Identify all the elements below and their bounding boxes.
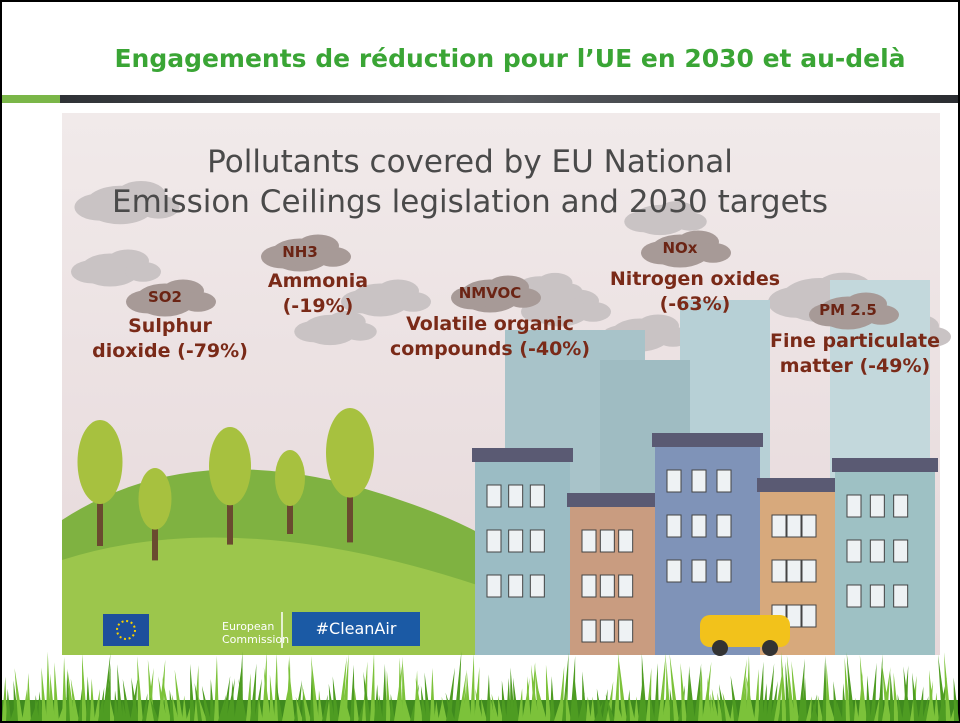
- cloud-puff: [575, 302, 611, 322]
- window: [787, 560, 801, 582]
- window: [582, 620, 596, 642]
- window: [509, 530, 523, 552]
- pollutant-label: dioxide (-79%): [92, 340, 248, 362]
- window: [894, 585, 908, 607]
- slide: Engagements de réduction pour l’UE en 20…: [0, 0, 960, 723]
- pollutant-label: compounds (-40%): [390, 338, 590, 360]
- page: Engagements de réduction pour l’UE en 20…: [0, 0, 960, 723]
- pollutant-label: Ammonia: [268, 270, 368, 292]
- pollutant-code: SO2: [148, 288, 182, 306]
- hashtag: #CleanAir: [316, 619, 397, 638]
- window: [619, 575, 633, 597]
- window: [509, 485, 523, 507]
- window: [772, 560, 786, 582]
- tree-crown: [209, 427, 251, 505]
- window: [894, 495, 908, 517]
- window: [717, 515, 731, 537]
- window: [847, 585, 861, 607]
- infographic-title: Emission Ceilings legislation and 2030 t…: [112, 184, 828, 220]
- pollutant-label: (-63%): [660, 293, 731, 315]
- cloud-puff: [315, 247, 351, 267]
- cloud-puff: [294, 321, 333, 342]
- window: [600, 620, 614, 642]
- window: [487, 485, 501, 507]
- cloud-puff: [180, 292, 216, 312]
- infographic-title: Pollutants covered by EU National: [207, 144, 733, 180]
- window: [692, 470, 706, 492]
- window: [530, 575, 544, 597]
- dark-band: [60, 95, 958, 103]
- window: [870, 495, 884, 517]
- window: [692, 515, 706, 537]
- window: [802, 605, 816, 627]
- window: [600, 530, 614, 552]
- roof: [832, 458, 938, 472]
- window: [717, 470, 731, 492]
- window: [582, 530, 596, 552]
- pollutant-code: NMVOC: [459, 284, 522, 302]
- pollutant-label: matter (-49%): [780, 355, 930, 377]
- cloud-puff: [695, 243, 731, 263]
- cloud-puff: [395, 292, 431, 312]
- window: [619, 620, 633, 642]
- pollutant-label: Fine particulate: [770, 330, 940, 352]
- window: [847, 495, 861, 517]
- roof: [567, 493, 658, 507]
- pollutant-label: Nitrogen oxides: [610, 268, 780, 290]
- eu-flag: [103, 614, 149, 646]
- tree-crown: [326, 408, 374, 498]
- window: [530, 485, 544, 507]
- window: [870, 585, 884, 607]
- cloud-puff: [71, 260, 113, 283]
- window: [667, 515, 681, 537]
- window: [870, 540, 884, 562]
- cloud-puff: [125, 262, 161, 282]
- roof: [472, 448, 573, 462]
- roof: [757, 478, 838, 492]
- cloud-puff: [344, 323, 377, 341]
- window: [487, 575, 501, 597]
- window: [530, 530, 544, 552]
- logo-text: Commission: [222, 633, 289, 646]
- window: [894, 540, 908, 562]
- pollutant-code: NH3: [282, 243, 318, 261]
- accent-bar: [2, 95, 60, 103]
- window: [619, 530, 633, 552]
- window: [847, 540, 861, 562]
- logo-text: European: [222, 620, 274, 633]
- window: [487, 530, 501, 552]
- window: [717, 560, 731, 582]
- window: [667, 560, 681, 582]
- window: [509, 575, 523, 597]
- window: [582, 575, 596, 597]
- pollutant-label: (-19%): [283, 295, 354, 317]
- slide-title: Engagements de réduction pour l’UE en 20…: [114, 44, 905, 73]
- window: [802, 560, 816, 582]
- window: [787, 515, 801, 537]
- pollutant-label: Sulphur: [128, 315, 212, 337]
- cloud-puff: [553, 283, 583, 300]
- car: [700, 615, 790, 647]
- window: [692, 560, 706, 582]
- pollutant-code: PM 2.5: [819, 301, 877, 319]
- window: [667, 470, 681, 492]
- wheel: [762, 640, 778, 656]
- pollutant-code: NOx: [663, 239, 698, 257]
- wheel: [712, 640, 728, 656]
- tree-crown: [139, 468, 172, 530]
- infographic: Pollutants covered by EU National Emissio…: [62, 113, 951, 656]
- window: [772, 515, 786, 537]
- roof: [652, 433, 763, 447]
- window: [802, 515, 816, 537]
- window: [600, 575, 614, 597]
- pollutant-label: Volatile organic: [406, 313, 574, 335]
- tree-crown: [275, 450, 305, 506]
- tree-crown: [78, 420, 123, 504]
